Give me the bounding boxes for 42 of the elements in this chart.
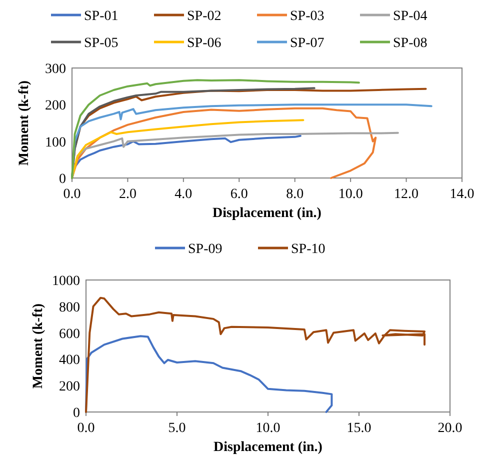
x-tick-label: 12.0 [394,187,419,202]
y-tick-label: 0 [59,172,66,187]
legend-label: SP-02 [187,9,222,24]
legend-label: SP-01 [84,9,118,24]
legend-label: SP-06 [187,36,222,51]
legend-label: SP-10 [291,242,326,257]
x-tick-label: 4.0 [174,187,192,202]
legend-label: SP-08 [393,36,428,51]
y-tick-label: 1000 [52,274,80,289]
x-tick-label: 0.0 [77,421,95,436]
legend-label: SP-05 [84,36,118,51]
y-tick-label: 600 [59,326,80,342]
legend-label: SP-09 [188,242,222,257]
x-tick-label: 6.0 [230,187,248,202]
y-axis-title: Moment (k-ft) [17,80,32,166]
legend-label: SP-03 [290,9,324,24]
line-series [85,335,333,413]
x-tick-label: 2.0 [118,187,136,202]
line-series [71,119,304,179]
legend-label: SP-04 [393,9,428,24]
x-tick-label: 14.0 [450,187,474,202]
x-tick-label: 0.0 [63,187,81,202]
x-axis-title: Displacement (in.) [212,206,322,221]
y-tick-label: 200 [45,98,66,114]
legend-label: SP-07 [290,36,324,51]
y-tick-label: 200 [59,380,80,395]
x-tick-label: 20.0 [438,421,462,436]
y-tick-label: 0 [73,406,80,421]
line-series [71,107,377,179]
y-tick-label: 400 [59,353,80,368]
x-tick-label: 15.0 [346,421,372,436]
y-tick-label: 300 [45,62,66,77]
y-axis-title: Moment (k-ft) [31,303,46,389]
x-tick-label: 10.0 [338,187,363,202]
line-series [85,296,426,413]
y-tick-label: 800 [59,300,80,316]
x-tick-label: 8.0 [286,187,304,202]
x-tick-label: 10.0 [256,421,280,436]
x-axis-title: Displacement (in.) [214,440,323,455]
x-tick-label: 5.0 [168,421,186,436]
y-tick-label: 100 [45,135,66,150]
line-series [71,79,360,179]
